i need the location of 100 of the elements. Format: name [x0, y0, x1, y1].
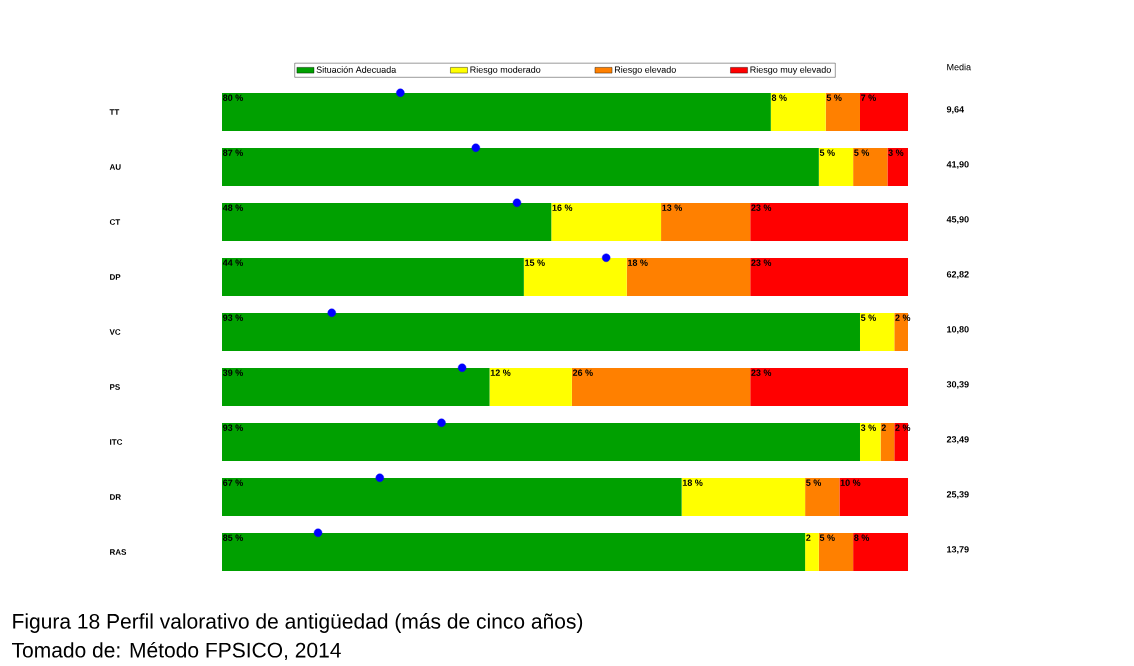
data-label: 8 % [771, 94, 787, 101]
data-label: 15 % [525, 259, 545, 266]
y-tick-label: PS [110, 384, 120, 390]
bar [551, 203, 662, 242]
bar [222, 258, 524, 297]
y-tick-label: CT [109, 219, 121, 225]
bar [222, 148, 819, 187]
bar [661, 203, 751, 242]
bar [523, 258, 627, 297]
y-tick-label: DR [110, 494, 121, 500]
text: Media [947, 63, 972, 71]
data-label: 16 % [552, 204, 573, 211]
legend-label: Riesgo elevado [614, 66, 676, 75]
data-label: 3 % [860, 424, 876, 431]
annotation: 10,80 [947, 326, 969, 334]
data-label: 5 % [826, 94, 842, 101]
text: Tomado de: Método FPSICO, 2014 [12, 641, 341, 661]
annotation: 62,82 [946, 271, 969, 279]
point [327, 308, 336, 317]
bar [825, 93, 860, 132]
data-label: 2 [881, 424, 886, 431]
y-tick-label: ITC [110, 439, 123, 445]
bar [770, 93, 826, 132]
bar [222, 478, 682, 517]
bar [750, 368, 909, 407]
data-label: 26 % [572, 369, 593, 376]
bar [859, 423, 881, 461]
data-label: 18 % [628, 259, 648, 266]
point [313, 528, 323, 537]
text: Figura 18 Perfil valorativo de antigüedad (más de cinco años) [13, 613, 583, 633]
data-label: 5 % [854, 149, 870, 156]
data-label: 23 % [751, 259, 772, 266]
data-label: 93 % [223, 424, 243, 431]
bar [222, 368, 490, 407]
point [457, 363, 467, 372]
bar [222, 93, 771, 132]
bar [805, 478, 840, 517]
bar [853, 533, 909, 572]
annotation: 13,79 [947, 546, 969, 554]
bar [805, 533, 819, 572]
data-label: 93 % [223, 314, 243, 321]
annotation: 23,49 [946, 436, 969, 444]
data-label: 5 % [819, 534, 835, 541]
y-tick-label: VC [109, 329, 121, 335]
legend-label: Riesgo muy elevado [750, 66, 831, 75]
data-label: 18 % [682, 479, 703, 486]
annotation: 30,39 [946, 381, 969, 389]
bar [626, 258, 751, 297]
bar [887, 148, 909, 187]
data-label: 23 % [751, 369, 772, 376]
data-label: 2 [806, 534, 811, 541]
data-label: 13 % [662, 204, 683, 211]
bar [859, 313, 895, 352]
y-tick-label: AU [109, 164, 121, 170]
annotation: 25,39 [946, 491, 969, 499]
bar [894, 313, 909, 352]
bar [222, 423, 860, 461]
data-label: 5 % [819, 149, 835, 156]
bar [571, 368, 751, 407]
annotation: 41,90 [946, 161, 969, 169]
bar [489, 368, 572, 407]
legend-label: Situación Adecuada [316, 66, 397, 73]
data-label: 48 % [222, 204, 243, 211]
bar [859, 93, 909, 132]
bar [222, 313, 860, 352]
point [471, 143, 481, 152]
y-tick-label: DP [110, 274, 121, 280]
point [396, 88, 405, 97]
data-label: 5 % [806, 479, 822, 486]
point [437, 418, 446, 427]
data-label: 5 % [860, 314, 876, 321]
data-label: 44 % [222, 259, 243, 266]
data-label: 39 % [222, 369, 243, 376]
bar [880, 423, 895, 461]
bar [222, 203, 552, 242]
point [601, 253, 611, 262]
point [512, 198, 522, 207]
bar [853, 148, 888, 187]
bar [750, 258, 909, 297]
data-label: 10 % [840, 479, 861, 486]
data-label: 7 % [861, 94, 876, 101]
y-tick-label: RAS [110, 549, 127, 555]
y-tick-label: TT [109, 109, 120, 115]
data-label: 23 % [751, 204, 772, 211]
bar [839, 478, 909, 517]
annotation: 9,64 [946, 106, 965, 114]
data-label: 3 % [888, 149, 904, 156]
bar [750, 203, 909, 242]
data-label: 85 % [222, 534, 243, 541]
bar [894, 423, 909, 461]
annotation: 45,90 [946, 216, 969, 224]
data-label: 67 % [223, 479, 243, 486]
bar [681, 478, 806, 517]
data-label: 87 % [222, 149, 243, 156]
point [375, 473, 384, 482]
data-label: 80 % [222, 94, 243, 101]
legend-label: Riesgo moderado [470, 66, 541, 75]
bar [818, 148, 854, 187]
bar [222, 533, 806, 572]
bar [818, 533, 854, 572]
